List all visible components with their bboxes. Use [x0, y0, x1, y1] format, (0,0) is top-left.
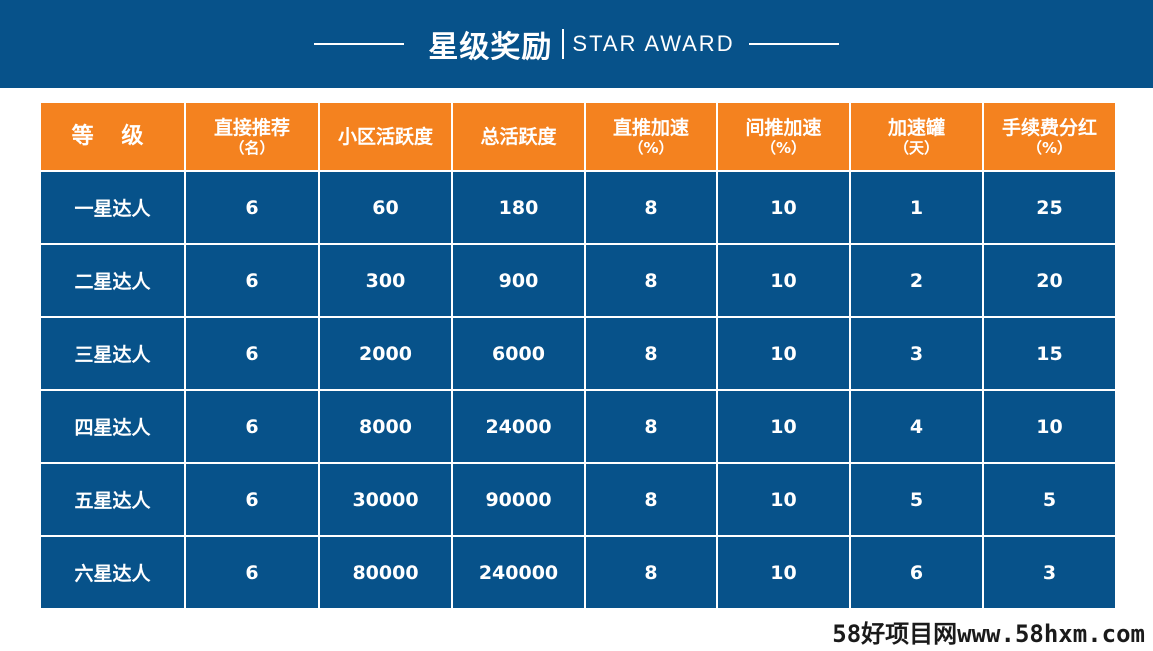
page-title-english: STAR AWARD — [572, 31, 735, 56]
cell-level: 五星达人 — [39, 462, 186, 537]
table-row: 四星达人 6 8000 24000 8 10 4 10 — [39, 389, 1117, 464]
cell-level: 三星达人 — [39, 316, 186, 391]
cell-accel-can: 2 — [849, 243, 984, 318]
cell-total-activity: 900 — [451, 243, 586, 318]
cell-total-activity: 90000 — [451, 462, 586, 537]
cell-direct-referral: 6 — [184, 316, 320, 391]
header-fee-dividend: 手续费分红 （%） — [982, 101, 1117, 172]
cell-accel-can: 6 — [849, 535, 984, 610]
cell-fee-dividend: 10 — [982, 389, 1117, 464]
watermark: 58好项目网www.58hxm.com — [832, 620, 1145, 648]
header-direct-accel: 直推加速 （%） — [584, 101, 718, 172]
table-row: 六星达人 6 80000 240000 8 10 6 3 — [39, 535, 1117, 610]
page-title: 星级奖励 — [428, 30, 553, 65]
cell-indirect-accel: 10 — [716, 535, 851, 610]
page-header: 星级奖励 STAR AWARD — [0, 0, 1153, 88]
header-zone-activity: 小区活跃度 — [318, 101, 453, 172]
cell-indirect-accel: 10 — [716, 243, 851, 318]
cell-level: 一星达人 — [39, 170, 186, 245]
cell-direct-accel: 8 — [584, 389, 718, 464]
cell-accel-can: 4 — [849, 389, 984, 464]
cell-total-activity: 180 — [451, 170, 586, 245]
header-direct-referral: 直接推荐 （名） — [184, 101, 320, 172]
cell-zone-activity: 60 — [318, 170, 453, 245]
table-row: 五星达人 6 30000 90000 8 10 5 5 — [39, 462, 1117, 537]
cell-direct-referral: 6 — [184, 389, 320, 464]
cell-total-activity: 24000 — [451, 389, 586, 464]
header-indirect-accel: 间推加速 （%） — [716, 101, 851, 172]
cell-zone-activity: 30000 — [318, 462, 453, 537]
cell-direct-referral: 6 — [184, 170, 320, 245]
cell-direct-referral: 6 — [184, 462, 320, 537]
cell-indirect-accel: 10 — [716, 389, 851, 464]
header-right-line — [748, 43, 839, 45]
header-accel-can: 加速罐 （天） — [849, 101, 984, 172]
header-level: 等 级 — [39, 101, 186, 172]
cell-fee-dividend: 25 — [982, 170, 1117, 245]
cell-direct-accel: 8 — [584, 243, 718, 318]
cell-accel-can: 1 — [849, 170, 984, 245]
cell-fee-dividend: 5 — [982, 462, 1117, 537]
cell-level: 六星达人 — [39, 535, 186, 610]
cell-fee-dividend: 20 — [982, 243, 1117, 318]
cell-zone-activity: 80000 — [318, 535, 453, 610]
cell-total-activity: 240000 — [451, 535, 586, 610]
cell-fee-dividend: 3 — [982, 535, 1117, 610]
cell-level: 二星达人 — [39, 243, 186, 318]
cell-zone-activity: 8000 — [318, 389, 453, 464]
star-award-table: 等 级 直接推荐 （名） 小区活跃度 总活跃度 直推加速 （%） 间推加速 （%） 加… — [39, 101, 1117, 610]
cell-direct-accel: 8 — [584, 535, 718, 610]
cell-direct-accel: 8 — [584, 316, 718, 391]
cell-accel-can: 5 — [849, 462, 984, 537]
cell-accel-can: 3 — [849, 316, 984, 391]
cell-direct-referral: 6 — [184, 243, 320, 318]
cell-level: 四星达人 — [39, 389, 186, 464]
table-row: 三星达人 6 2000 6000 8 10 3 15 — [39, 316, 1117, 391]
cell-direct-referral: 6 — [184, 535, 320, 610]
cell-direct-accel: 8 — [584, 462, 718, 537]
header-divider — [562, 29, 565, 59]
cell-total-activity: 6000 — [451, 316, 586, 391]
table-row: 二星达人 6 300 900 8 10 2 20 — [39, 243, 1117, 318]
table-header-row: 等 级 直接推荐 （名） 小区活跃度 总活跃度 直推加速 （%） 间推加速 （%） 加… — [39, 101, 1117, 172]
table-row: 一星达人 6 60 180 8 10 1 25 — [39, 170, 1117, 245]
cell-indirect-accel: 10 — [716, 170, 851, 245]
cell-direct-accel: 8 — [584, 170, 718, 245]
cell-zone-activity: 300 — [318, 243, 453, 318]
cell-fee-dividend: 15 — [982, 316, 1117, 391]
cell-indirect-accel: 10 — [716, 462, 851, 537]
header-total-activity: 总活跃度 — [451, 101, 586, 172]
header-left-line — [314, 43, 405, 45]
cell-zone-activity: 2000 — [318, 316, 453, 391]
cell-indirect-accel: 10 — [716, 316, 851, 391]
